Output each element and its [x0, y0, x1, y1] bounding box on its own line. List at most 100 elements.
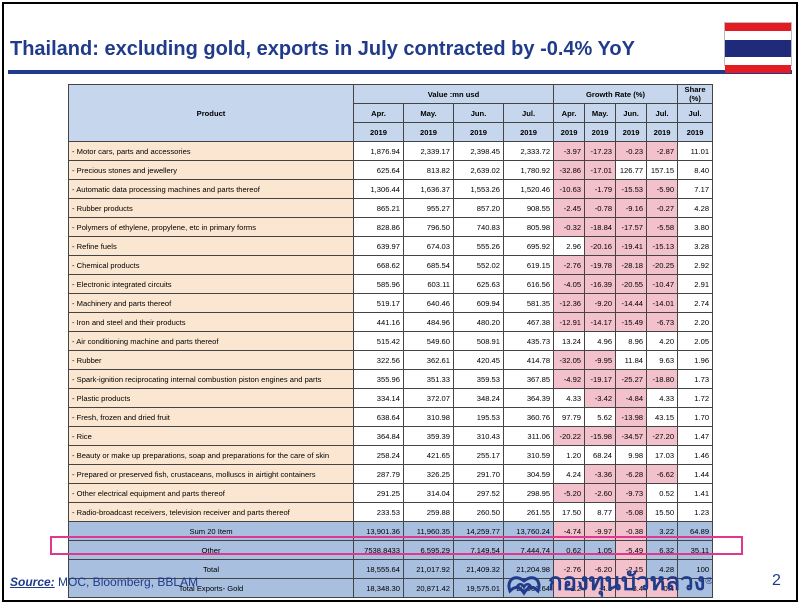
value-cell: 364.84 — [353, 426, 404, 446]
table-row: - Precious stones and jewellery 625.64 813… — [68, 160, 714, 180]
value-cell: 326.25 — [403, 464, 454, 484]
growth-cell: 2.96 — [553, 236, 586, 256]
row-label: - Plastic products — [68, 388, 354, 408]
value-cell: 364.39 — [502, 388, 555, 408]
value-cell: 480.20 — [453, 312, 504, 332]
value-cell: 796.50 — [403, 217, 454, 237]
value-cell: 581.35 — [502, 293, 555, 313]
growth-cell: 9.63 — [646, 350, 679, 370]
share-cell: 3.28 — [677, 236, 714, 256]
growth-cell: -27.20 — [646, 426, 679, 446]
share-cell: 2.74 — [677, 293, 714, 313]
growth-cell: 8.96 — [615, 331, 648, 351]
value-cell: 639.97 — [353, 236, 404, 256]
row-label: - Machinery and parts thereof — [68, 293, 354, 313]
value-cell: 420.45 — [453, 350, 504, 370]
growth-cell: 17.50 — [553, 502, 586, 522]
growth-cell: -10.63 — [553, 179, 586, 199]
growth-cell: -18.80 — [646, 369, 679, 389]
value-cell: 362.61 — [403, 350, 454, 370]
value-cell: 2,639.02 — [453, 160, 504, 180]
row-label: - Spark-ignition reciprocating internal … — [68, 369, 354, 389]
value-cell: 857.20 — [453, 198, 504, 218]
table-row: - Other electrical equipment and parts t… — [68, 483, 714, 503]
value-cell: 740.83 — [453, 217, 504, 237]
value-cell: 291.70 — [453, 464, 504, 484]
growth-cell: 15.50 — [646, 502, 679, 522]
row-label: - Precious stones and jewellery — [68, 160, 354, 180]
growth-cell: -15.98 — [584, 426, 617, 446]
growth-cell: -1.79 — [584, 179, 617, 199]
value-cell: 435.73 — [502, 331, 555, 351]
month-header: May. — [403, 103, 454, 123]
value-cell: 304.59 — [502, 464, 555, 484]
growth-cell: -2.87 — [646, 141, 679, 161]
value-cell: 674.03 — [403, 236, 454, 256]
table-row: - Chemical products 668.62 685.54 552.02 619… — [68, 255, 714, 275]
growth-cell: -4.92 — [553, 369, 586, 389]
value-cell: 287.79 — [353, 464, 404, 484]
growth-cell: 17.03 — [646, 445, 679, 465]
value-cell: 355.96 — [353, 369, 404, 389]
growth-cell: -8.4 — [615, 578, 648, 598]
value-cell: 233.53 — [353, 502, 404, 522]
growth-cell: -9.20 — [584, 293, 617, 313]
growth-cell: 9.98 — [615, 445, 648, 465]
row-label: - Other electrical equipment and parts t… — [68, 483, 354, 503]
growth-cell: -13.98 — [615, 407, 648, 427]
share-cell: 1.70 — [677, 407, 714, 427]
value-cell: 2,339.17 — [403, 141, 454, 161]
value-cell: 484.96 — [403, 312, 454, 332]
value-cell: 555.26 — [453, 236, 504, 256]
table-row: - Air conditioning machine and parts the… — [68, 331, 714, 351]
row-label: - Air conditioning machine and parts the… — [68, 331, 354, 351]
growth-cell: -5.90 — [646, 179, 679, 199]
growth-cell: -32.86 — [553, 160, 586, 180]
share-cell: 1.72 — [677, 388, 714, 408]
share-cell: 1.47 — [677, 426, 714, 446]
value-cell: 260.50 — [453, 502, 504, 522]
value-cell: 258.24 — [353, 445, 404, 465]
table-row: Total Exports- Gold 18,348.30 20,871.42 19,… — [68, 578, 714, 598]
growth-cell: -5.08 — [615, 502, 648, 522]
share-cell: 1.23 — [677, 502, 714, 522]
year-header: 2019 — [677, 122, 714, 142]
table-row: - Radio-broadcast receivers, television … — [68, 502, 714, 522]
month-header: Apr. — [553, 103, 586, 123]
growth-cell: -20.25 — [646, 255, 679, 275]
exports-table: Product Value :mn usd Growth Rate (%) Sh… — [68, 84, 714, 598]
table-row: - Prepared or preserved fish, crustacean… — [68, 464, 714, 484]
value-cell: 311.06 — [502, 426, 555, 446]
growth-cell: 13.24 — [553, 331, 586, 351]
row-label: - Rubber products — [68, 198, 354, 218]
value-cell: 828.86 — [353, 217, 404, 237]
share-group-header: Share (%) — [677, 84, 714, 104]
value-cell: 603.11 — [403, 274, 454, 294]
growth-cell: 97.79 — [553, 407, 586, 427]
table-row: - Automatic data processing machines and… — [68, 179, 714, 199]
year-header: 2019 — [615, 122, 648, 142]
table-row: - Spark-ignition reciprocating internal … — [68, 369, 714, 389]
growth-cell: -17.01 — [584, 160, 617, 180]
month-header: Jul. — [502, 103, 555, 123]
share-cell: 1.46 — [677, 445, 714, 465]
value-cell: 1,636.37 — [403, 179, 454, 199]
value-cell: 261.55 — [502, 502, 555, 522]
value-cell: 334.14 — [353, 388, 404, 408]
thailand-flag-icon — [724, 22, 792, 74]
share-cell: 2.05 — [677, 331, 714, 351]
growth-cell: -20.16 — [584, 236, 617, 256]
table-row: - Beauty or make up preparations, soap a… — [68, 445, 714, 465]
value-cell: 609.94 — [453, 293, 504, 313]
value-cell: 1,780.92 — [502, 160, 555, 180]
value-cell: 21,017.92 — [403, 559, 454, 579]
month-header: Apr. — [353, 103, 404, 123]
row-label: - Rubber — [68, 350, 354, 370]
growth-cell: 126.77 — [615, 160, 648, 180]
value-cell: 367.85 — [502, 369, 555, 389]
value-cell: 619.15 — [502, 255, 555, 275]
value-cell: 291.25 — [353, 483, 404, 503]
value-cell: 259.88 — [403, 502, 454, 522]
table-row: - Motor cars, parts and accessories 1,876… — [68, 141, 714, 161]
value-cell: 1,876.94 — [353, 141, 404, 161]
